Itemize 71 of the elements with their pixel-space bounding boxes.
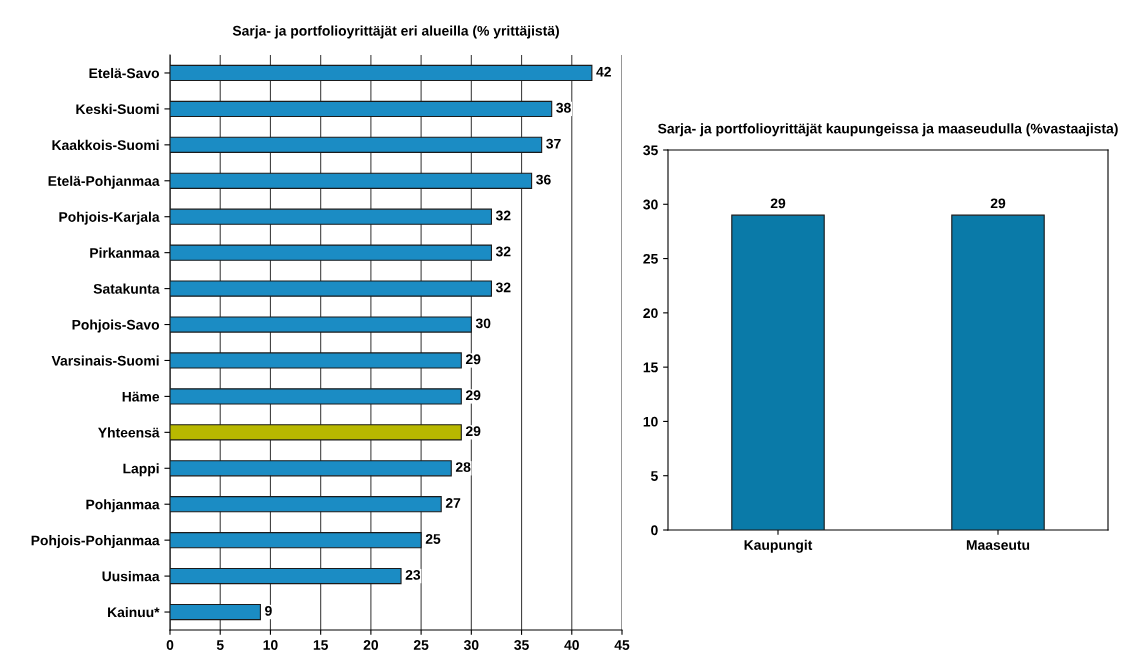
data-label: 30	[475, 318, 491, 329]
data-label: 9	[265, 605, 272, 616]
x-tick-label: 20	[363, 640, 379, 650]
bar	[170, 496, 442, 513]
y-tick-label: 20	[643, 308, 658, 319]
y-tick-label: 30	[643, 199, 658, 210]
x-tick-label: 40	[564, 640, 579, 650]
x-tick-label: Maaseutu	[966, 540, 1030, 550]
x-tick-label: 15	[313, 640, 328, 650]
data-label: 23	[405, 569, 421, 580]
bar	[170, 64, 593, 82]
data-label: 29	[465, 390, 481, 401]
data-label: 32	[495, 246, 511, 257]
x-tick-label: 35	[514, 640, 529, 650]
y-tick-label: Keski-Suomi	[76, 103, 159, 115]
data-label: 29	[465, 426, 481, 437]
bar	[170, 460, 452, 477]
bar	[170, 316, 472, 333]
y-tick-label: 35	[643, 145, 658, 156]
y-tick-label: 5	[650, 471, 658, 481]
y-tick-label: 10	[643, 416, 658, 427]
bar	[170, 244, 492, 261]
bar	[170, 208, 492, 225]
bar	[170, 172, 533, 189]
data-label: 42	[596, 66, 611, 77]
data-label: 32	[495, 282, 511, 293]
data-label: 37	[546, 138, 561, 149]
data-label: 32	[495, 210, 511, 221]
data-label: 29	[770, 198, 786, 209]
y-tick-label: Pirkanmaa	[90, 247, 160, 258]
bar	[170, 424, 462, 441]
bar	[170, 100, 553, 118]
bar	[170, 352, 462, 369]
bar	[170, 280, 492, 297]
x-tick-label: 30	[463, 640, 479, 650]
data-label: 29	[465, 354, 481, 365]
x-tick-label: 45	[614, 640, 630, 650]
chart-title: Sarja- ja portfolioyrittäjät eri alueilla (% yrittäjistä)	[232, 25, 559, 39]
data-label: 28	[455, 462, 471, 473]
bar	[170, 603, 261, 621]
y-tick-label: Varsinais-Suomi	[51, 355, 159, 366]
y-tick-label: Kainuu*	[108, 607, 160, 618]
y-tick-label: 25	[643, 253, 658, 264]
y-tick-label: 15	[643, 362, 658, 373]
bar	[170, 532, 422, 549]
y-tick-label: Pohjois-Karjala	[59, 211, 160, 225]
bar	[170, 567, 402, 585]
x-tick-label: Kaupungit	[744, 539, 813, 553]
x-tick-label: 10	[263, 640, 278, 650]
y-tick-label: Etelä-Pohjanmaa	[48, 175, 160, 189]
y-tick-label: Yhteensä	[98, 427, 160, 438]
y-tick-label: Satakunta	[93, 283, 160, 294]
y-tick-label: Häme	[122, 391, 160, 402]
y-tick-label: Pohjanmaa	[86, 499, 160, 513]
data-label: 36	[536, 174, 551, 185]
y-tick-label: Etelä-Savo	[89, 67, 160, 79]
y-tick-label: Pohjois-Pohjanmaa	[31, 535, 160, 549]
y-tick-label: Pohjois-Savo	[72, 319, 160, 333]
data-label: 29	[990, 198, 1006, 209]
y-tick-label: Kaakkois-Suomi	[52, 139, 159, 151]
y-tick-label: 0	[651, 525, 658, 536]
data-label: 27	[445, 498, 461, 508]
chart-title: Sarja- ja portfolioyrittäjät kaupungeissa ja maaseudulla (%vastaajista)	[658, 123, 1118, 137]
y-tick-label: Lappi	[123, 463, 159, 477]
x-tick-label: 25	[413, 640, 429, 650]
data-label: 38	[556, 102, 571, 113]
bar	[170, 136, 543, 153]
y-tick-label: Uusimaa	[102, 571, 160, 582]
x-tick-label: 0	[166, 640, 174, 650]
bar	[170, 388, 462, 405]
x-tick-label: 5	[216, 640, 224, 650]
